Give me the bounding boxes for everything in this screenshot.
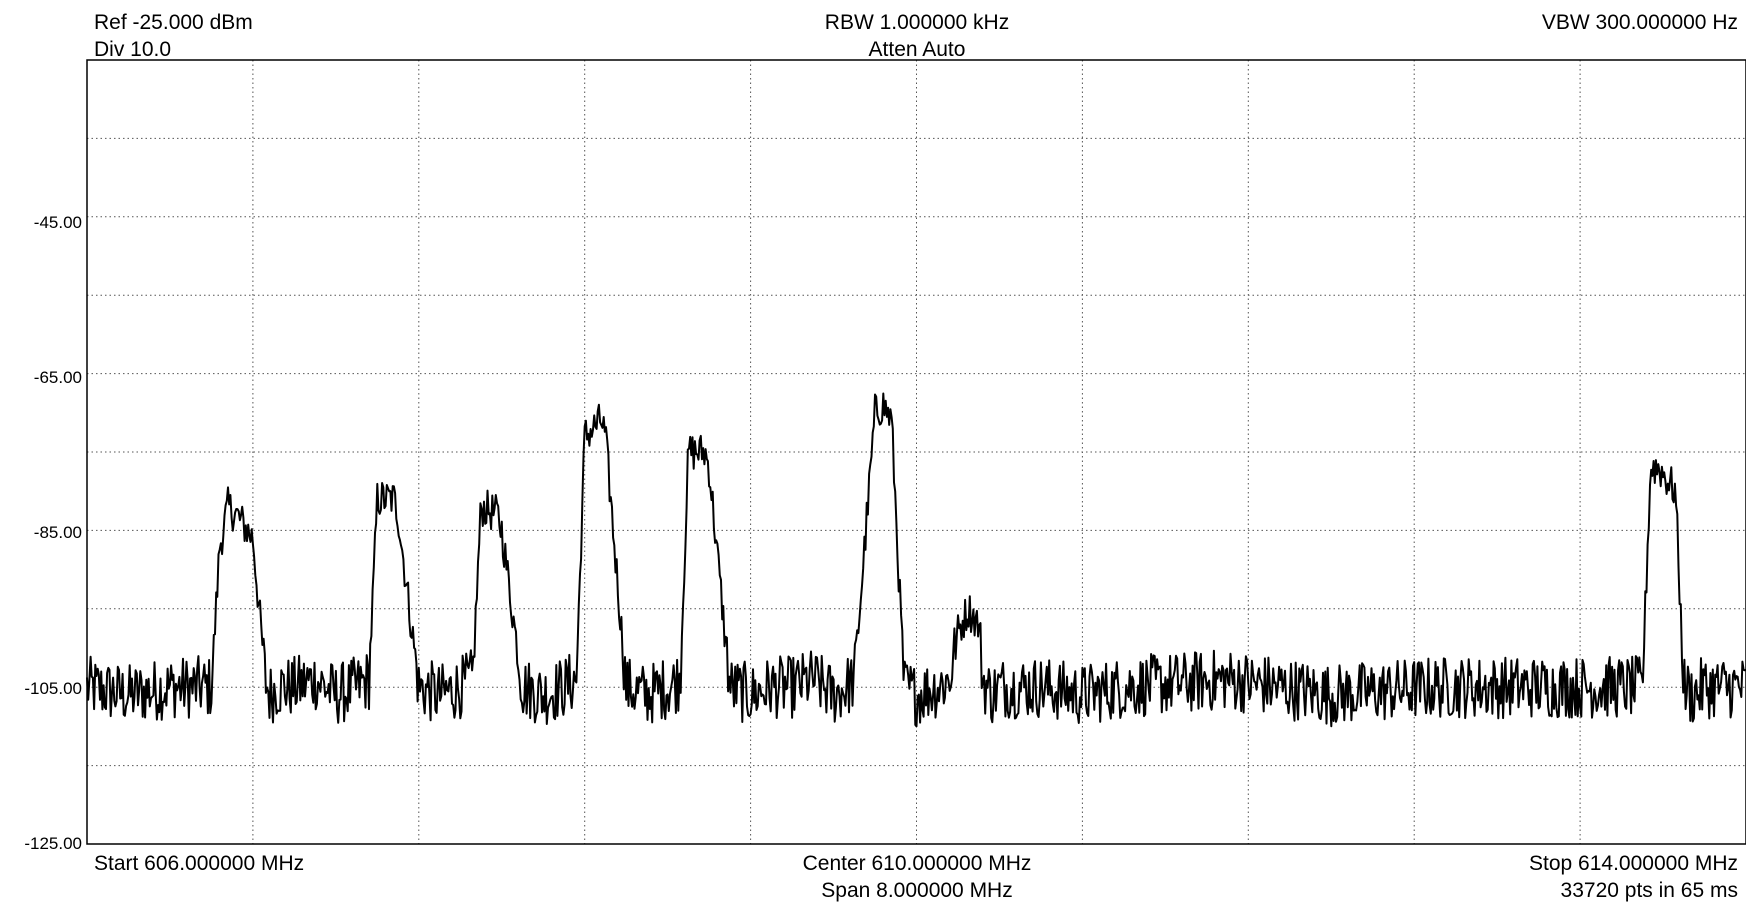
y-tick-label: -125.00	[24, 834, 82, 853]
ref-level-label: Ref -25.000 dBm	[94, 11, 253, 34]
spectrum-trace	[86, 392, 1746, 728]
sweep-points-label: 33720 pts in 65 ms	[1560, 879, 1738, 902]
y-tick-label: -85.00	[33, 523, 82, 542]
div-label: Div 10.0	[94, 38, 172, 61]
start-frequency-label: Start 606.000000 MHz	[94, 852, 305, 875]
span-label: Span 8.000000 MHz	[821, 879, 1013, 902]
y-tick-label: -45.00	[33, 213, 82, 232]
center-frequency-label: Center 610.000000 MHz	[802, 852, 1032, 875]
stop-frequency-label: Stop 614.000000 MHz	[1529, 852, 1738, 875]
atten-label: Atten Auto	[868, 38, 966, 61]
y-tick-label: -65.00	[33, 368, 82, 387]
plot-frame	[86, 59, 1746, 845]
rbw-label: RBW 1.000000 kHz	[824, 11, 1010, 34]
y-tick-label: -105.00	[24, 679, 82, 698]
plot-grid	[87, 60, 1746, 844]
vbw-label: VBW 300.000000 Hz	[1541, 11, 1738, 34]
